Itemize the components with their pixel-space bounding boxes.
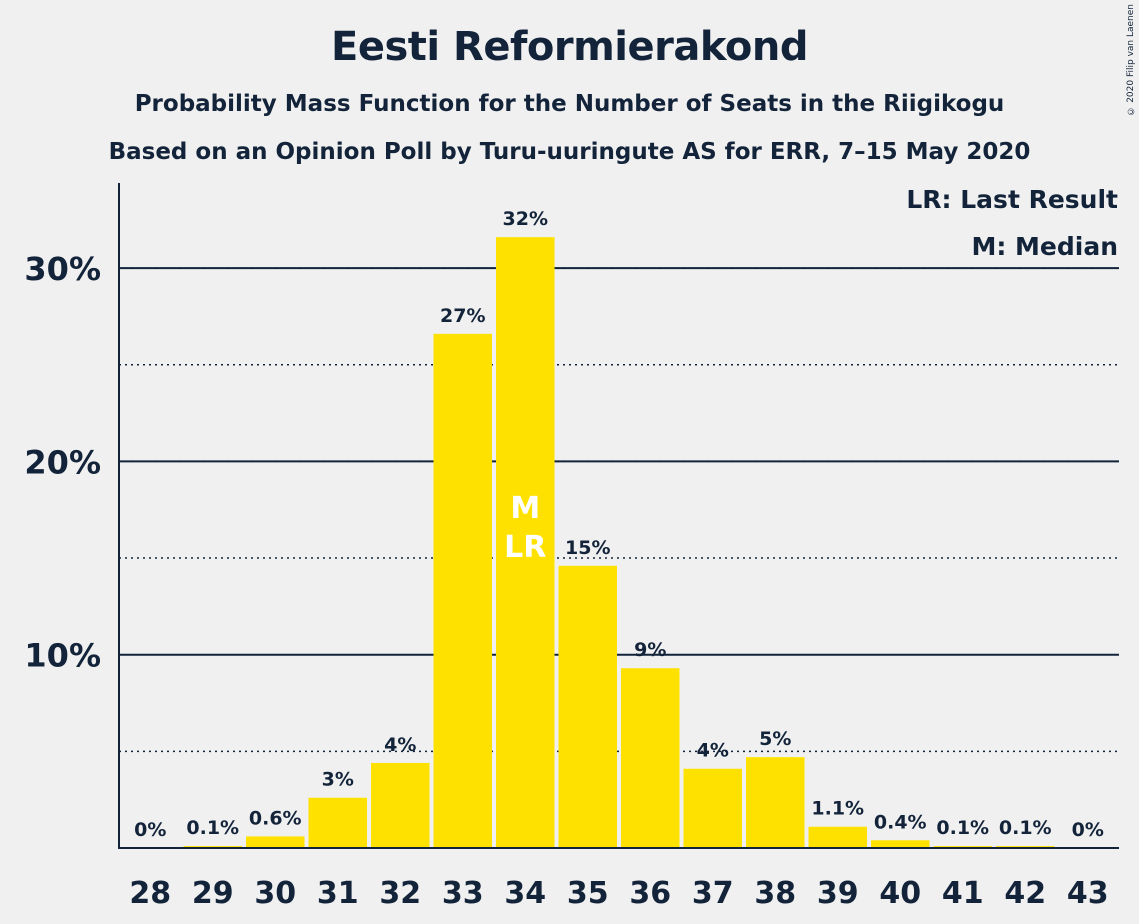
data-label: 5%: [759, 728, 791, 750]
data-label: 32%: [503, 208, 548, 230]
data-label: 4%: [697, 740, 729, 762]
median-marker: M: [510, 491, 540, 526]
x-tick-label: 35: [567, 876, 609, 911]
y-tick-label: 20%: [24, 443, 101, 481]
bar-30: [246, 836, 305, 848]
legend-median: M: Median: [971, 232, 1118, 261]
y-tick-label: 10%: [24, 637, 101, 675]
chart-title: Eesti Reformierakond: [331, 24, 808, 70]
x-tick-label: 40: [879, 876, 921, 911]
x-tick-label: 32: [379, 876, 421, 911]
legend-last-result: LR: Last Result: [906, 185, 1118, 214]
x-tick-label: 42: [1004, 876, 1046, 911]
data-label: 0.1%: [186, 817, 239, 839]
x-tick-label: 37: [692, 876, 734, 911]
x-tick-label: 28: [129, 876, 171, 911]
data-label: 27%: [440, 305, 485, 327]
chart-subtitle: Probability Mass Function for the Number…: [134, 91, 1005, 117]
data-label: 3%: [322, 769, 354, 791]
x-tick-label: 34: [504, 876, 546, 911]
data-label: 15%: [565, 537, 610, 559]
x-tick-label: 39: [817, 876, 859, 911]
y-tick-label: 30%: [24, 250, 101, 288]
data-label: 0.1%: [999, 817, 1052, 839]
x-tick-label: 41: [942, 876, 984, 911]
bar-34: [496, 237, 555, 848]
x-tick-label: 33: [442, 876, 484, 911]
data-label: 0.1%: [936, 817, 989, 839]
bar-32: [371, 762, 430, 848]
bar-31: [308, 797, 367, 848]
x-tick-label: 31: [317, 876, 359, 911]
bar-36: [621, 668, 680, 848]
data-label: 0.4%: [874, 811, 927, 833]
bar-37: [683, 768, 742, 848]
data-label: 0.6%: [249, 807, 302, 829]
x-tick-label: 36: [629, 876, 671, 911]
x-tick-label: 29: [192, 876, 234, 911]
chart-source-line: Based on an Opinion Poll by Turu-uuringu…: [108, 139, 1031, 165]
x-tick-label: 43: [1067, 876, 1109, 911]
bar-38: [746, 757, 805, 848]
data-label: 1.1%: [811, 798, 864, 820]
data-label: 0%: [134, 819, 166, 841]
data-label: 9%: [634, 639, 666, 661]
data-label: 4%: [384, 734, 416, 756]
x-tick-label: 30: [254, 876, 296, 911]
bar-33: [433, 333, 492, 848]
data-label: 0%: [1072, 819, 1104, 841]
bar-35: [558, 565, 617, 848]
x-tick-label: 38: [754, 876, 796, 911]
bar-40: [871, 840, 930, 848]
bar-39: [808, 826, 867, 848]
last-result-marker: LR: [504, 530, 546, 565]
